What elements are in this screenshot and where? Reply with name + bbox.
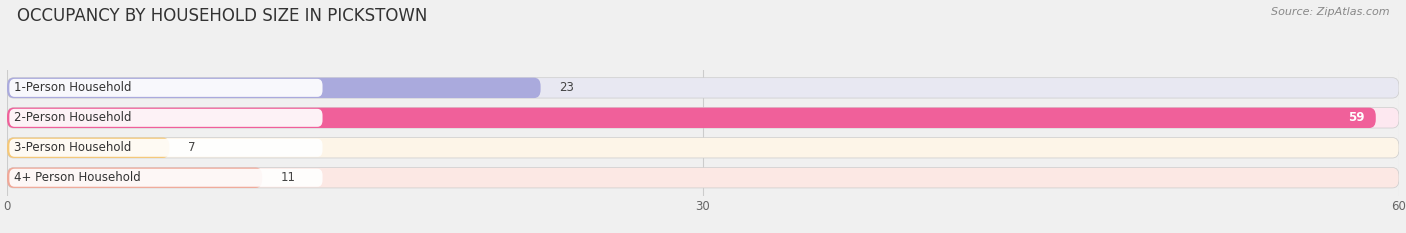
Text: 11: 11 <box>281 171 295 184</box>
FancyBboxPatch shape <box>7 78 540 98</box>
Text: 2-Person Household: 2-Person Household <box>14 111 132 124</box>
Text: 59: 59 <box>1348 111 1364 124</box>
Text: OCCUPANCY BY HOUSEHOLD SIZE IN PICKSTOWN: OCCUPANCY BY HOUSEHOLD SIZE IN PICKSTOWN <box>17 7 427 25</box>
FancyBboxPatch shape <box>7 168 1399 188</box>
FancyBboxPatch shape <box>7 108 1375 128</box>
Text: 4+ Person Household: 4+ Person Household <box>14 171 141 184</box>
FancyBboxPatch shape <box>10 79 322 97</box>
FancyBboxPatch shape <box>7 168 262 188</box>
FancyBboxPatch shape <box>10 139 322 157</box>
Text: 1-Person Household: 1-Person Household <box>14 81 132 94</box>
FancyBboxPatch shape <box>10 109 322 127</box>
FancyBboxPatch shape <box>7 138 170 158</box>
Text: 3-Person Household: 3-Person Household <box>14 141 131 154</box>
Text: 23: 23 <box>560 81 574 94</box>
FancyBboxPatch shape <box>10 169 322 187</box>
FancyBboxPatch shape <box>7 138 1399 158</box>
Text: Source: ZipAtlas.com: Source: ZipAtlas.com <box>1271 7 1389 17</box>
FancyBboxPatch shape <box>7 108 1399 128</box>
Text: 7: 7 <box>188 141 195 154</box>
FancyBboxPatch shape <box>7 78 1399 98</box>
